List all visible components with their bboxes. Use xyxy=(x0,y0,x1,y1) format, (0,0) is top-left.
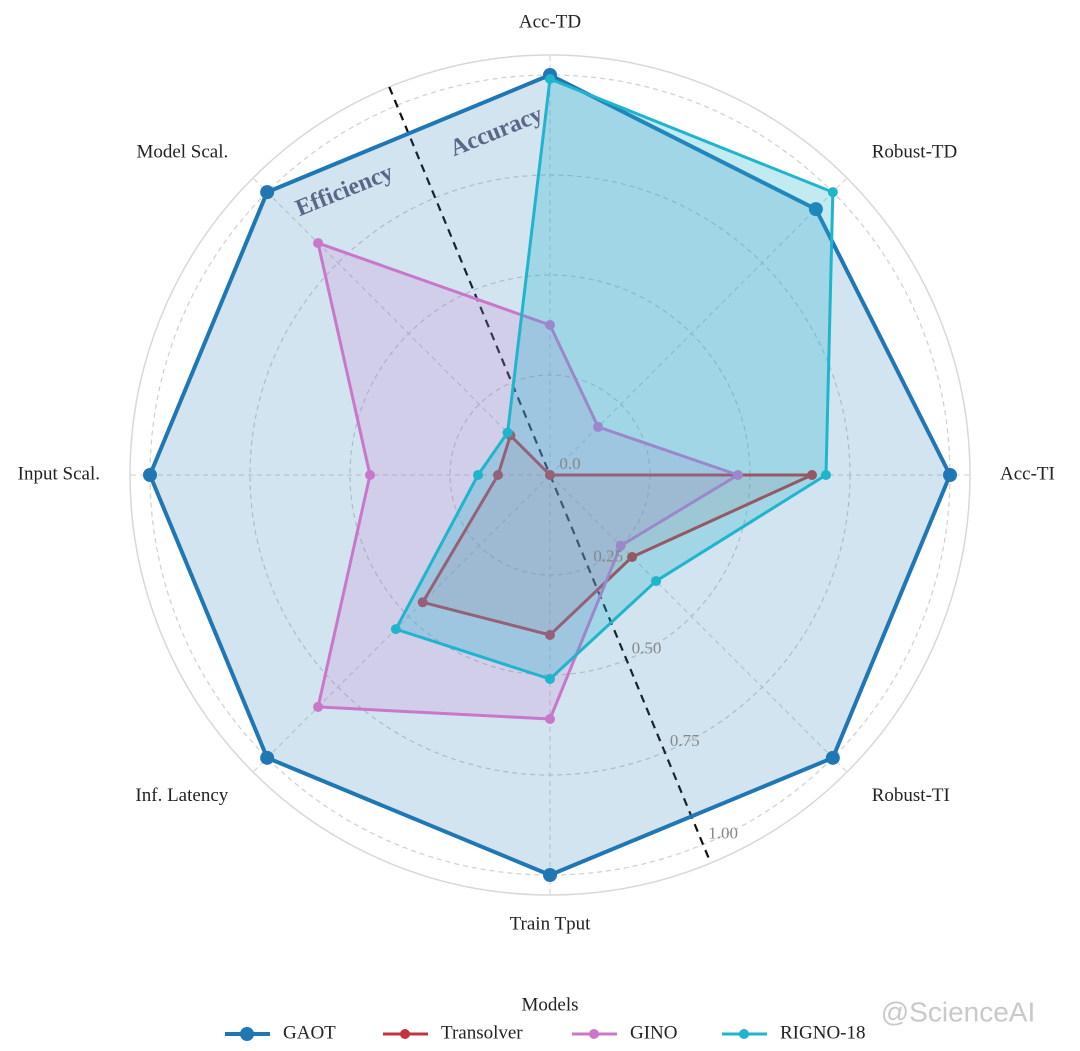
r-tick-label: 0.0 xyxy=(559,454,580,473)
legend-title: Models xyxy=(522,994,579,1015)
outer-frame xyxy=(129,54,971,896)
grid-ring xyxy=(249,174,851,776)
series-point xyxy=(313,701,324,712)
series-point xyxy=(545,674,555,684)
series-point xyxy=(821,470,831,480)
legend-label: RIGNO-18 xyxy=(780,1022,866,1043)
legend-marker xyxy=(240,1027,254,1041)
axis-label: Robust-TD xyxy=(872,142,958,163)
axis-label: Input Scal. xyxy=(18,463,100,484)
watermark: @ScienceAI xyxy=(881,996,1036,1027)
spoke xyxy=(252,474,551,773)
r-tick-label: 0.50 xyxy=(632,639,662,658)
series-point xyxy=(808,202,823,217)
series-point xyxy=(545,630,555,640)
series-point xyxy=(260,750,275,765)
r-tick-label: 0.75 xyxy=(670,731,700,750)
series-point xyxy=(543,868,557,882)
axis-label: Train Tput xyxy=(510,913,591,934)
series-point xyxy=(943,468,957,482)
spoke xyxy=(549,177,848,476)
axis-label: Acc-TI xyxy=(1000,463,1055,484)
series-point xyxy=(390,624,401,635)
series-point xyxy=(545,714,555,724)
plot-area xyxy=(143,68,957,882)
r-tick-label: 0.25 xyxy=(593,546,623,565)
series-point xyxy=(313,238,324,249)
series-point xyxy=(365,470,375,480)
legend-label: GAOT xyxy=(283,1022,336,1043)
series-point xyxy=(593,421,604,432)
series-point xyxy=(143,468,157,482)
series-area xyxy=(421,433,814,637)
series-point xyxy=(493,470,503,480)
legend-marker xyxy=(589,1029,599,1039)
series-point xyxy=(545,320,555,330)
spoke xyxy=(252,177,551,476)
series-point xyxy=(627,552,638,563)
series-point xyxy=(825,750,840,765)
series-point xyxy=(473,470,483,480)
r-tick-label: 1.00 xyxy=(708,823,738,842)
series-point xyxy=(651,576,662,587)
series-point xyxy=(502,427,513,438)
series-point xyxy=(260,185,275,200)
legend-marker xyxy=(400,1029,410,1039)
series-point xyxy=(417,597,428,608)
legend-label: Transolver xyxy=(441,1022,523,1043)
series-point xyxy=(807,470,817,480)
legend-marker xyxy=(739,1029,749,1039)
axis-label: Acc-TD xyxy=(519,11,581,32)
axis-label: Inf. Latency xyxy=(135,785,228,806)
axis-label: Model Scal. xyxy=(136,142,228,163)
legend-label: GINO xyxy=(630,1022,678,1043)
series-point xyxy=(545,470,555,480)
series-point xyxy=(827,187,838,198)
series-point xyxy=(615,540,626,551)
spoke xyxy=(549,474,848,773)
series-point xyxy=(733,470,743,480)
series-point xyxy=(545,74,555,84)
axis-label: Robust-TI xyxy=(872,785,950,806)
